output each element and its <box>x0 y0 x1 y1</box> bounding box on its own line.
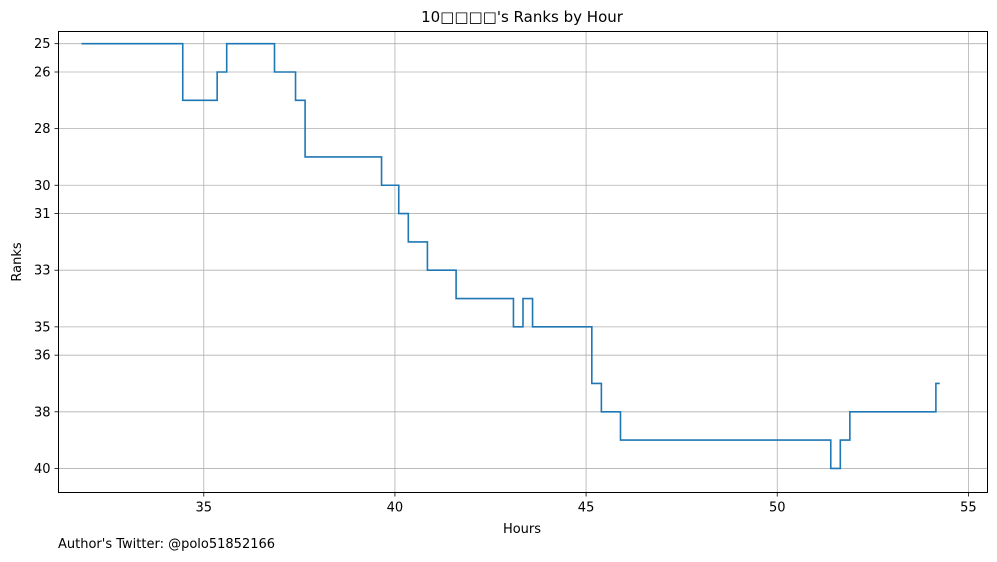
plot-frame <box>58 31 988 493</box>
y-tick-label: 30 <box>34 179 51 194</box>
y-axis-ticks: 25 26 28 30 31 33 35 36 38 40 <box>34 37 59 477</box>
y-tick-label: 26 <box>34 65 51 80</box>
x-tick-label: 55 <box>960 501 977 516</box>
x-tick-label: 35 <box>196 501 213 516</box>
x-tick-label: 40 <box>387 501 404 516</box>
y-tick-label: 33 <box>34 264 51 279</box>
chart-title: 10□□□□'s Ranks by Hour <box>421 8 624 26</box>
y-tick-label: 40 <box>34 462 51 477</box>
y-tick-label: 38 <box>34 405 51 420</box>
y-tick-label: 28 <box>34 122 51 137</box>
y-tick-label: 31 <box>34 207 51 222</box>
x-axis-ticks: 35 40 45 50 55 <box>196 492 977 516</box>
y-tick-label: 25 <box>34 37 51 52</box>
x-axis-label: Hours <box>503 522 541 537</box>
grid-lines <box>58 31 988 493</box>
y-tick-label: 36 <box>34 349 51 364</box>
x-tick-label: 45 <box>578 501 595 516</box>
author-credit: Author's Twitter: @polo51852166 <box>58 537 276 552</box>
series-0-line <box>81 42 940 470</box>
y-tick-label: 35 <box>34 320 51 335</box>
x-tick-label: 50 <box>769 501 786 516</box>
y-axis-label: Ranks <box>10 242 25 281</box>
